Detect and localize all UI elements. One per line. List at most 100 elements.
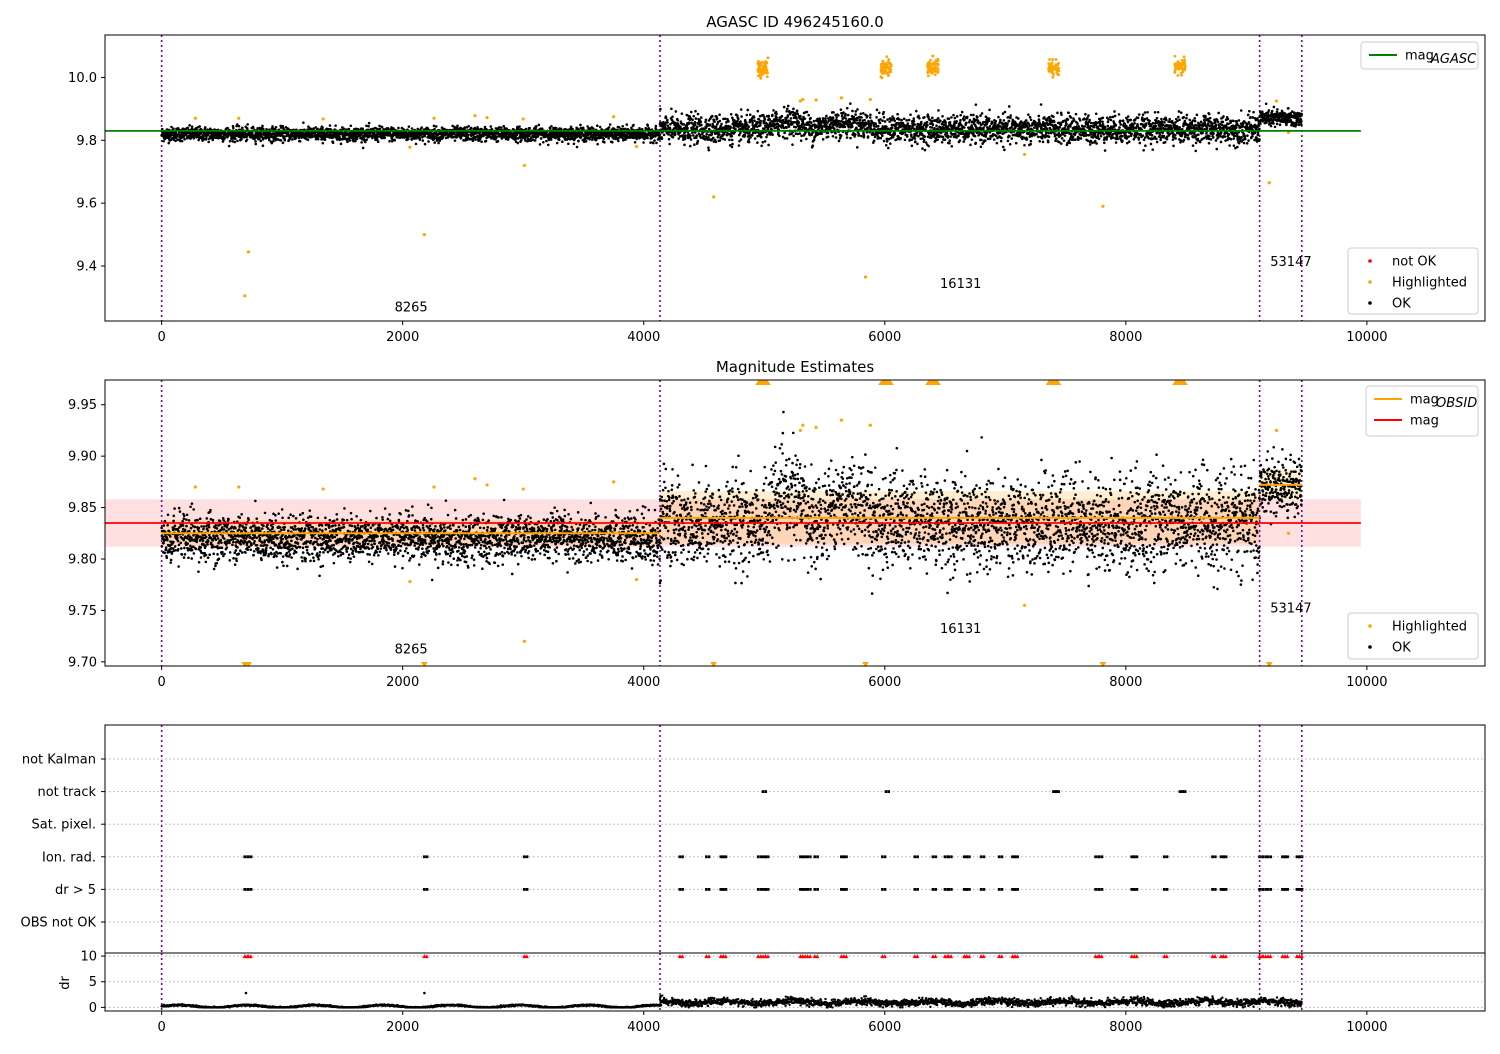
ok-point xyxy=(915,110,918,113)
ok-point xyxy=(1047,132,1050,135)
ok-point xyxy=(1067,118,1070,121)
ok-point xyxy=(393,139,396,142)
ok-point xyxy=(484,126,487,129)
ok-point xyxy=(500,126,503,129)
ok-point xyxy=(921,147,924,150)
ok-point xyxy=(625,123,628,126)
ok-point xyxy=(467,134,470,137)
ok-point xyxy=(937,109,940,112)
ok-point xyxy=(1101,116,1104,119)
ok-point xyxy=(882,111,885,114)
ok-point xyxy=(187,127,190,130)
ok-point xyxy=(365,139,368,142)
ok-point xyxy=(767,144,770,147)
ok-point xyxy=(697,140,700,143)
ok-point xyxy=(666,121,669,124)
ok-point xyxy=(796,113,799,116)
ok-point xyxy=(397,127,400,130)
ok-point xyxy=(935,124,938,127)
ok-point xyxy=(207,141,210,144)
ok-point xyxy=(813,139,816,142)
ok-point xyxy=(885,125,888,128)
ok-point xyxy=(1067,111,1070,114)
ok-point xyxy=(1015,142,1018,145)
ok-point xyxy=(832,117,835,120)
ok-point xyxy=(1119,123,1122,126)
ok-point xyxy=(858,134,861,137)
panel-title: AGASC ID 496245160.0 xyxy=(706,13,884,31)
ok-point xyxy=(900,119,903,122)
ok-point xyxy=(963,126,966,129)
ok-point xyxy=(172,127,175,130)
ok-point xyxy=(558,139,561,142)
ok-point xyxy=(381,126,384,129)
ok-point xyxy=(1064,134,1067,137)
ok-point xyxy=(1090,122,1093,125)
ok-point xyxy=(999,119,1002,122)
ok-point xyxy=(545,140,548,143)
ok-point xyxy=(898,118,901,121)
ok-point xyxy=(954,133,957,136)
ok-point xyxy=(794,126,797,129)
ok-point xyxy=(1053,121,1056,124)
ok-point xyxy=(785,110,788,113)
ok-point xyxy=(982,126,985,129)
ok-point xyxy=(378,125,381,128)
ok-point xyxy=(666,119,669,122)
ok-point xyxy=(672,136,675,139)
ok-point xyxy=(379,128,382,131)
ok-point xyxy=(883,140,886,143)
ok-point xyxy=(411,127,414,130)
ok-point xyxy=(1080,137,1083,140)
ok-point xyxy=(1100,135,1103,138)
ok-point xyxy=(1007,140,1010,143)
ok-point xyxy=(259,140,262,143)
ok-point xyxy=(1067,127,1070,130)
ok-point xyxy=(549,127,552,130)
ok-point xyxy=(832,111,835,114)
ok-point xyxy=(896,113,899,116)
ok-point xyxy=(775,113,778,116)
ok-point xyxy=(668,138,671,141)
ok-point xyxy=(833,128,836,131)
ok-point xyxy=(181,140,184,143)
ok-point xyxy=(805,138,808,141)
ok-point xyxy=(1000,137,1003,140)
ok-point xyxy=(1060,124,1063,127)
ok-point xyxy=(717,136,720,139)
ok-point xyxy=(693,143,696,146)
ok-point xyxy=(886,118,889,121)
ok-point xyxy=(162,140,165,143)
ok-point xyxy=(932,123,935,126)
ok-point xyxy=(756,110,759,113)
ok-point xyxy=(661,137,664,140)
ok-point xyxy=(421,139,424,142)
ok-point xyxy=(1079,119,1082,122)
ok-point xyxy=(1030,118,1033,121)
ok-point xyxy=(437,142,440,145)
ok-point xyxy=(980,139,983,142)
ok-point xyxy=(916,131,919,134)
ok-point xyxy=(518,125,521,128)
ok-point xyxy=(989,125,992,128)
ok-point xyxy=(846,136,849,139)
ok-point xyxy=(322,142,325,145)
ok-point xyxy=(976,116,979,119)
ok-point xyxy=(427,140,430,143)
ok-point xyxy=(845,117,848,120)
ok-point xyxy=(585,140,588,143)
ok-point xyxy=(690,138,693,141)
ok-point xyxy=(241,126,244,129)
ok-point xyxy=(1118,113,1121,116)
ok-point xyxy=(936,138,939,141)
ok-point xyxy=(914,140,917,143)
ok-point xyxy=(1040,126,1043,129)
ok-point xyxy=(1115,124,1118,127)
ok-point xyxy=(204,126,207,129)
ok-point xyxy=(655,142,658,145)
ok-point xyxy=(746,109,749,112)
ok-point xyxy=(731,143,734,146)
ok-point xyxy=(1042,141,1045,144)
ok-point xyxy=(694,121,697,124)
ok-point xyxy=(931,117,934,120)
